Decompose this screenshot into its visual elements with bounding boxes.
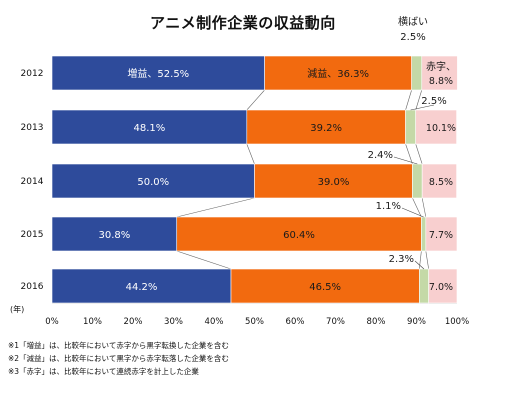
bar-segment — [246, 109, 406, 145]
y-category-label: 2015 — [21, 230, 44, 240]
series-connector-line — [419, 250, 422, 270]
series-connector-line — [415, 89, 423, 111]
callout-leader-line — [410, 104, 435, 111]
y-category-label: 2012 — [21, 69, 44, 79]
series-connector-line — [246, 89, 265, 111]
data-label: 7.7% — [429, 230, 453, 241]
chart-title: アニメ制作企業の収益動向 — [150, 14, 336, 32]
y-category-label: 2013 — [21, 123, 44, 133]
x-tick-label: 60% — [286, 317, 305, 327]
bar-segment — [421, 216, 427, 252]
data-label: 2.4% — [368, 150, 393, 161]
x-tick-label: 90% — [407, 317, 426, 327]
x-tick-label: 50% — [245, 317, 264, 327]
data-label: 減益、36.3% — [307, 67, 369, 80]
bar-segment — [176, 216, 422, 252]
x-tick-label: 10% — [83, 317, 102, 327]
bar-segment — [421, 163, 457, 199]
data-label: 50.0% — [137, 177, 169, 188]
bar-segment — [428, 268, 458, 304]
footnote-1: ※1「増益」は、比較年において赤字から黒字転換した企業を含む — [8, 341, 229, 350]
bar-segment — [419, 268, 429, 304]
bar-segment — [230, 268, 420, 304]
bar-segment — [51, 216, 178, 252]
bar-segment — [51, 109, 248, 145]
x-tick-label: 20% — [124, 317, 143, 327]
bar-segment — [412, 163, 423, 199]
bar-segment — [425, 216, 458, 252]
y-category-label: 2016 — [21, 282, 44, 292]
data-label: 増益、52.5% — [127, 67, 189, 80]
data-label: 48.1% — [134, 123, 166, 134]
bar-segment — [264, 55, 412, 91]
series-connector-line — [405, 143, 413, 165]
bar-segment — [51, 55, 265, 91]
data-label: 30.8% — [98, 230, 130, 241]
bar-segment — [254, 163, 413, 199]
series-connector-line — [412, 197, 422, 218]
data-label: 2.3% — [389, 254, 414, 265]
series-connector-line — [425, 250, 429, 270]
data-label: 10.1% — [426, 123, 456, 134]
data-label: 8.5% — [429, 177, 453, 188]
bar-segment — [51, 163, 255, 199]
footnote-3: ※3「赤字」は、比較年において連続赤字を計上した企業 — [8, 367, 199, 376]
series-connector-line — [415, 143, 423, 165]
x-tick-label: 40% — [205, 317, 224, 327]
data-label: 39.2% — [310, 123, 342, 134]
x-tick-label: 100% — [445, 317, 469, 327]
data-label-series-name: 横ばい — [398, 15, 428, 28]
data-label: 39.0% — [318, 177, 350, 188]
series-connector-line — [421, 197, 427, 218]
y-unit-label: (年) — [10, 304, 24, 314]
data-label: 8.8% — [429, 76, 453, 87]
x-tick-label: 80% — [367, 317, 386, 327]
bar-segment — [51, 268, 232, 304]
series-connector-line — [176, 250, 232, 270]
data-label: 2.5% — [421, 96, 446, 107]
bar-segment — [405, 109, 416, 145]
x-tick-label: 30% — [164, 317, 183, 327]
data-label: 7.0% — [429, 282, 453, 293]
data-label: 44.2% — [126, 282, 158, 293]
series-connector-line — [246, 143, 255, 165]
callout-leader-line — [414, 260, 425, 270]
data-label: 2.5% — [400, 32, 425, 43]
data-label: 60.4% — [283, 230, 315, 241]
y-category-label: 2014 — [21, 177, 44, 187]
bar-segment — [415, 109, 457, 145]
bar-segment — [421, 55, 458, 91]
series-connector-line — [405, 89, 412, 111]
callout-leader-line — [401, 207, 424, 218]
x-tick-label: 0% — [45, 317, 59, 327]
data-label: 1.1% — [376, 201, 401, 212]
data-label: 46.5% — [309, 282, 341, 293]
callout-leader-line — [393, 156, 418, 165]
bar-segment — [411, 55, 423, 91]
x-tick-label: 70% — [326, 317, 345, 327]
footnote-2: ※2「減益」は、比較年において黒字から赤字転落した企業を含む — [8, 354, 229, 363]
series-connector-line — [176, 197, 255, 218]
data-label-series-name: 赤字、 — [426, 60, 456, 73]
